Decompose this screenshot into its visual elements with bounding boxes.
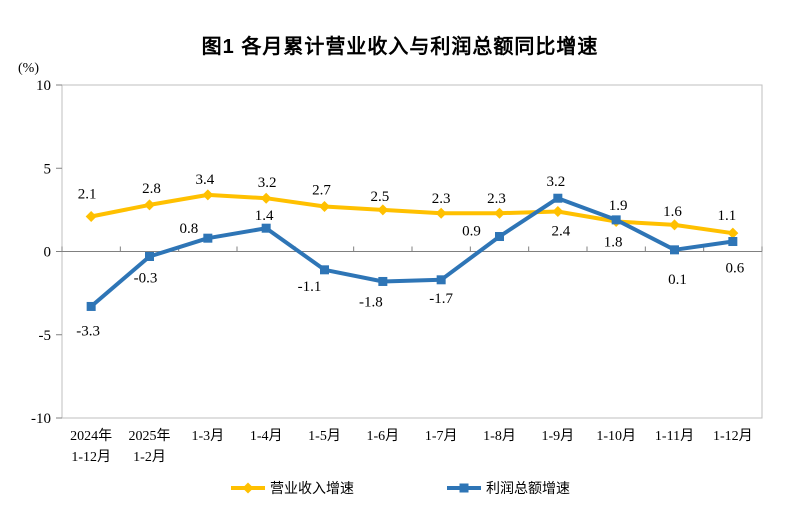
square-marker [320,265,329,275]
x-axis-label: 1-4月 [250,428,283,444]
diamond-marker [727,227,739,239]
data-label: 3.2 [258,175,277,191]
data-label: 3.2 [546,174,565,190]
diamond-marker [144,199,155,211]
data-label: 3.4 [195,172,214,188]
data-label: 1.9 [609,198,628,214]
x-axis-label: 2025年 1-2月 [129,428,171,465]
diamond-marker [669,219,680,231]
x-axis-label: 1-6月 [366,428,399,444]
data-label: 2.1 [78,187,97,203]
data-label: 1.4 [255,208,274,224]
diamond-marker [435,207,447,219]
data-label: 0.1 [668,272,687,288]
series-line-1 [89,196,735,309]
square-marker [86,301,96,311]
data-label: 1.8 [604,235,623,251]
diamond-marker [202,189,214,201]
data-label: 1.1 [717,208,736,224]
x-axis-label: 1-3月 [191,428,224,444]
data-label: 2.5 [370,189,389,205]
data-label: 0.9 [462,224,481,240]
data-label: 0.6 [725,261,744,277]
square-marker [203,233,213,243]
y-axis-tick-label: -5 [39,328,52,344]
x-axis-label: 2024年 1-12月 [70,428,112,465]
y-axis-tick-label: 5 [44,161,52,177]
x-axis-label: 1-10月 [596,428,636,444]
x-axis-label: 1-5月 [308,428,341,444]
data-label: 0.8 [179,221,198,237]
square-marker [261,223,271,233]
data-label: -3.3 [76,323,100,339]
square-marker [670,245,679,255]
diamond-marker [494,207,505,219]
data-label: -0.3 [134,270,158,286]
y-axis-tick-label: 10 [36,78,51,94]
x-axis-label: 1-12月 [713,428,753,444]
chart-title: 图1 各月累计营业收入与利润总额同比增速 [201,36,599,58]
data-label: 1.6 [663,204,682,220]
diamond-marker [319,201,330,213]
square-marker [611,215,621,225]
data-label: 2.8 [142,181,161,197]
legend-item-profit: 利润总额增速 [446,478,570,498]
plot-area: 10 5 0 -5 -10 2024年 1-12月 2025年 1-2月 1-3月 1-4月 1-5月… [31,78,763,465]
square-marker [728,237,738,247]
y-axis-tick-label: -10 [31,411,51,427]
square-marker [436,275,446,285]
x-axis-label: 1-9月 [541,428,574,444]
profit-line-square-swatch-icon [446,480,482,496]
square-marker [553,193,563,203]
legend: 营业收入增速 利润总额增速 [0,474,800,502]
y-axis-tick-label: 0 [44,245,52,261]
data-label: -1.7 [429,291,453,307]
square-marker [145,251,154,261]
diamond-marker [85,211,97,223]
legend-label-profit: 利润总额增速 [486,482,570,497]
diamond-marker [260,192,272,204]
data-label: 2.3 [487,191,506,207]
x-axis-label: 1-8月 [483,428,516,444]
data-label: 2.3 [432,191,451,207]
diamond-marker [377,204,389,216]
square-marker [495,232,504,242]
revenue-line-diamond-swatch-icon [230,480,266,496]
y-axis-unit-label: (%) [18,61,39,76]
legend-label-revenue: 营业收入增速 [270,482,354,497]
data-label: 2.7 [312,183,331,199]
diamond-marker [552,206,564,218]
square-marker [378,276,388,286]
x-axis-label: 1-7月 [425,428,458,444]
series-line-0 [89,192,735,236]
data-label: -1.1 [298,279,322,295]
data-label: -1.8 [359,294,383,310]
legend-item-revenue: 营业收入增速 [230,478,354,498]
data-label: 2.4 [551,224,570,240]
x-axis-label: 1-11月 [655,428,694,444]
